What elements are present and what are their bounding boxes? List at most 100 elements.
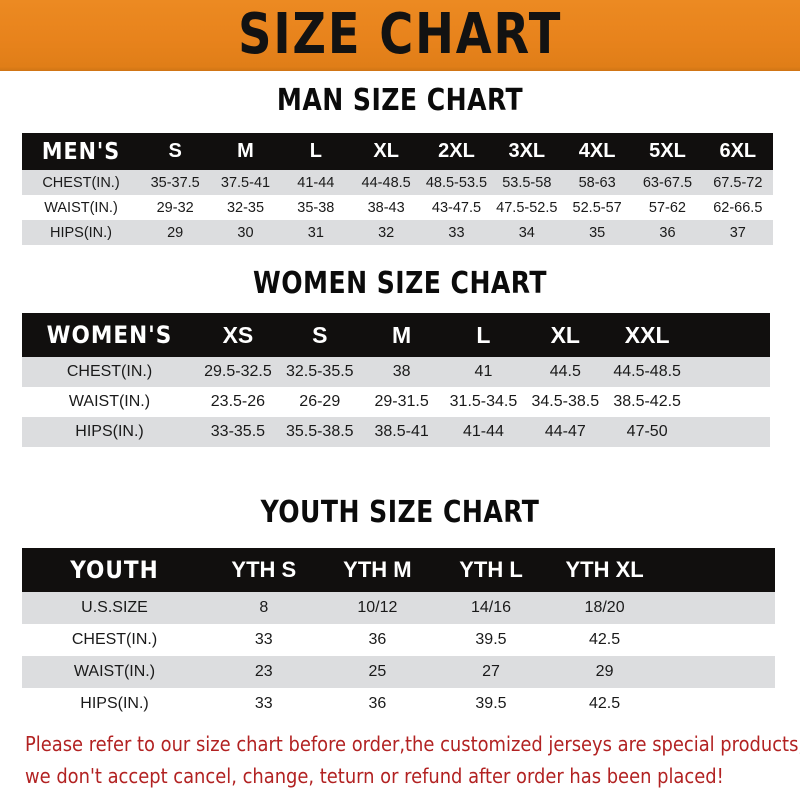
column-header-label: YOUTH [22,548,207,592]
column-header-5: 2XL [421,133,492,170]
table-row: HIPS(IN.) 33 36 39.5 42.5 [22,688,775,720]
cell-value: 67.5-72 [702,170,773,195]
cell-value: 47.5-52.5 [491,195,562,220]
youth-size-table: YOUTH YTH S YTH M YTH L YTH XL U.S.SIZE 8 10/1… [22,548,775,720]
cell-value: 38-43 [350,195,422,220]
column-header-9: 6XL [702,133,773,170]
column-header-1: YTH S [207,548,321,592]
cell-value: 57-62 [632,195,703,220]
cell-value: 29-31.5 [360,387,443,417]
row-label: U.S.SIZE [22,592,207,624]
cell-spacer [661,624,775,656]
row-label: HIPS(IN.) [22,220,140,245]
cell-value: 10/12 [320,592,435,624]
cell-value: 32-35 [210,195,281,220]
cell-value: 47-50 [606,417,689,447]
row-label: HIPS(IN.) [22,688,207,720]
cell-value: 52.5-57 [561,195,633,220]
cell-value: 39.5 [434,688,548,720]
column-header-3: M [360,313,443,357]
cell-value: 44-47 [524,417,607,447]
cell-value: 63-67.5 [632,170,703,195]
table-row: WAIST(IN.) 23 25 27 29 [22,656,775,688]
row-label: CHEST(IN.) [22,624,207,656]
column-header-1: S [140,133,211,170]
men-header-row: MEN'S S M L XL 2XL 3XL 4XL 5XL 6XL [22,133,773,170]
cell-value: 29 [140,220,211,245]
cell-value: 44.5 [524,357,607,387]
section-title-youth: YOUTH SIZE CHART [260,495,540,530]
table-row: HIPS(IN.) 33-35.5 35.5-38.5 38.5-41 41-44 44-… [22,417,770,447]
men-size-table: MEN'S S M L XL 2XL 3XL 4XL 5XL 6XL CHEST(IN.) 35-37… [22,133,773,245]
cell-value: 30 [210,220,281,245]
cell-spacer [688,417,770,447]
cell-value: 23.5-26 [197,387,279,417]
cell-value: 41-44 [442,417,525,447]
column-header-1: XS [197,313,279,357]
column-header-spacer [688,313,770,357]
table-row: CHEST(IN.) 29.5-32.5 32.5-35.5 38 41 44.5 44.5… [22,357,770,387]
cell-value: 38 [360,357,443,387]
cell-value: 29-32 [140,195,211,220]
cell-value: 43-47.5 [421,195,492,220]
cell-value: 42.5 [547,624,662,656]
cell-value: 53.5-58 [491,170,562,195]
cell-value: 42.5 [547,688,662,720]
cell-value: 27 [434,656,548,688]
cell-spacer [661,592,775,624]
table-row: CHEST(IN.) 35-37.5 37.5-41 41-44 44-48.5 48.5… [22,170,773,195]
table-row: HIPS(IN.) 29 30 31 32 33 34 35 36 37 [22,220,773,245]
cell-value: 38.5-41 [360,417,443,447]
row-label: WAIST(IN.) [22,387,197,417]
cell-value: 44.5-48.5 [606,357,689,387]
page-banner: SIZE CHART [0,0,800,71]
cell-value: 35-37.5 [140,170,211,195]
row-label: HIPS(IN.) [22,417,197,447]
footer-line-2: we don't accept cancel, change, teturn o… [25,764,724,788]
cell-value: 34.5-38.5 [524,387,607,417]
column-header-3: YTH L [434,548,548,592]
cell-value: 33 [207,688,321,720]
row-label: WAIST(IN.) [22,656,207,688]
cell-value: 32.5-35.5 [278,357,361,387]
row-label: CHEST(IN.) [22,357,197,387]
cell-value: 33-35.5 [197,417,279,447]
row-label: CHEST(IN.) [22,170,140,195]
cell-value: 32 [350,220,422,245]
cell-value: 36 [320,624,435,656]
cell-value: 8 [207,592,321,624]
cell-spacer [661,656,775,688]
cell-spacer [688,387,770,417]
column-header-2: YTH M [320,548,435,592]
column-header-5: XL [524,313,607,357]
cell-value: 29.5-32.5 [197,357,279,387]
cell-value: 58-63 [561,170,633,195]
cell-value: 31.5-34.5 [442,387,525,417]
table-row: CHEST(IN.) 33 36 39.5 42.5 [22,624,775,656]
table-row: WAIST(IN.) 29-32 32-35 35-38 38-43 43-47.5 47.… [22,195,773,220]
cell-value: 41 [442,357,525,387]
cell-value: 33 [207,624,321,656]
footer-line-1: Please refer to our size chart before or… [25,732,800,756]
section-title-women: WOMEN SIZE CHART [253,266,547,301]
cell-value: 25 [320,656,435,688]
table-row: WAIST(IN.) 23.5-26 26-29 29-31.5 31.5-34.5 34… [22,387,770,417]
cell-value: 31 [280,220,351,245]
page-title: SIZE CHART [237,1,563,67]
cell-spacer [661,688,775,720]
cell-value: 38.5-42.5 [606,387,689,417]
column-header-spacer [661,548,775,592]
cell-value: 23 [207,656,321,688]
column-header-2: M [210,133,281,170]
cell-spacer [688,357,770,387]
cell-value: 44-48.5 [350,170,422,195]
cell-value: 34 [491,220,562,245]
cell-value: 26-29 [278,387,361,417]
table-row: U.S.SIZE 8 10/12 14/16 18/20 [22,592,775,624]
column-header-7: 4XL [561,133,633,170]
cell-value: 37 [702,220,773,245]
cell-value: 14/16 [434,592,548,624]
column-header-label: WOMEN'S [22,313,197,357]
column-header-4: L [442,313,525,357]
